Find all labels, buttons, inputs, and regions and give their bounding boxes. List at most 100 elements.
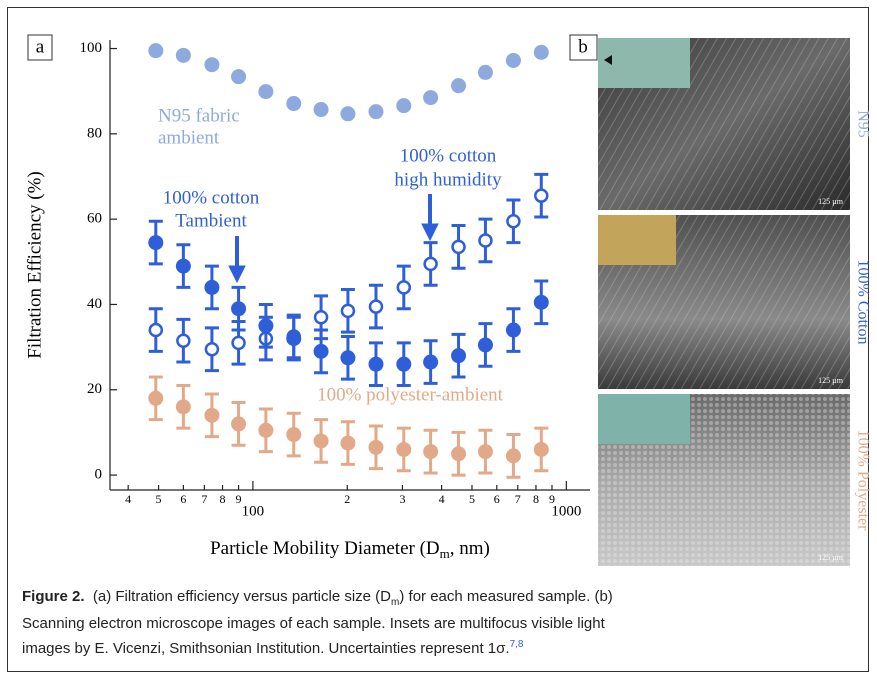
marker — [204, 341, 220, 357]
marker — [368, 104, 384, 120]
marker — [258, 318, 274, 334]
inset-photo — [598, 394, 690, 444]
marker — [313, 343, 329, 359]
marker — [204, 57, 220, 73]
marker — [286, 427, 302, 443]
marker — [231, 69, 247, 85]
marker — [258, 84, 274, 100]
series-label: 100% cotton — [400, 145, 497, 166]
scale-bar-label: 125 µm — [818, 553, 844, 562]
marker — [396, 98, 412, 114]
sem-image: 125 µm 100% Polyester — [598, 394, 871, 566]
image-label: N95 — [854, 110, 871, 138]
marker — [396, 441, 412, 457]
arrows — [228, 194, 439, 284]
x-tick-label: 2 — [344, 492, 350, 506]
figure-frame — [7, 7, 869, 672]
caption-text: Scanning electron microscope images of e… — [22, 615, 605, 632]
caption-subscript: m — [391, 597, 400, 608]
x-tick-label: 3 — [399, 492, 405, 506]
caption-text: images by E. Vicenzi, Smithsonian Instit… — [22, 640, 510, 657]
marker — [423, 256, 438, 272]
caption-text: (a) Filtration efficiency versus particl… — [92, 588, 392, 605]
marker — [423, 90, 439, 106]
marker — [368, 439, 384, 455]
marker — [148, 235, 164, 251]
marker — [340, 303, 356, 319]
caption-superscript: 7,8 — [509, 639, 524, 650]
marker — [231, 335, 246, 351]
series-label: 100% cotton — [163, 187, 260, 208]
y-tick-label: 20 — [87, 381, 102, 397]
inset-photo — [598, 38, 690, 88]
marker — [175, 47, 191, 63]
x-tick-label: 4 — [125, 492, 131, 506]
marker — [505, 448, 521, 464]
marker — [313, 310, 329, 325]
x-axis-label: Particle Mobility Diameter (Dm, nm) — [210, 538, 490, 561]
x-label-text: Particle Mobility Diameter (D — [210, 538, 440, 559]
marker — [231, 301, 247, 317]
x-tick-label: 6 — [494, 492, 500, 506]
x-tick-label: 9 — [549, 492, 555, 506]
sem-image: 125 µm N95 — [598, 38, 871, 210]
marker — [451, 78, 467, 94]
marker — [286, 331, 302, 347]
image-label: 100% Cotton — [854, 260, 871, 345]
x-tick-label: 7 — [515, 492, 521, 506]
marker — [423, 444, 439, 460]
marker — [533, 44, 549, 60]
marker — [477, 337, 493, 353]
marker — [533, 441, 549, 457]
arrow-head — [228, 265, 246, 284]
x-label-text: , nm) — [450, 538, 490, 559]
marker — [477, 444, 493, 460]
marker — [505, 322, 521, 338]
x-tick-label: 5 — [156, 492, 162, 506]
x-tick-label: 7 — [201, 492, 207, 506]
marker — [231, 416, 247, 432]
marker — [396, 356, 412, 372]
y-tick-label: 40 — [87, 296, 102, 312]
marker — [204, 407, 220, 423]
y-tick-label: 100 — [80, 40, 103, 56]
scale-bar-label: 125 µm — [818, 197, 844, 206]
y-tick-label: 0 — [95, 467, 103, 483]
x-tick-label: 100 — [242, 503, 265, 519]
caption-label: Figure 2. — [22, 588, 85, 605]
series-label: N95 fabric — [158, 105, 240, 126]
marker — [451, 446, 467, 462]
marker — [313, 433, 329, 449]
marker — [313, 102, 329, 118]
series-label: ambient — [158, 127, 220, 148]
x-tick-label: 8 — [220, 492, 226, 506]
marker — [368, 299, 384, 314]
arrow-head — [421, 223, 439, 242]
series-label: high humidity — [394, 169, 502, 190]
x-tick-label: 5 — [469, 492, 475, 506]
marker — [451, 239, 466, 255]
y-tick-label: 60 — [87, 211, 102, 227]
panel-label: a — [36, 36, 45, 57]
chart: a Filtration Efficiency (%) Particle Mob… — [24, 34, 871, 566]
series-label: 100% polyester-ambient — [317, 384, 504, 405]
marker — [148, 43, 164, 59]
caption: Figure 2. (a) Filtration efficiency vers… — [22, 586, 852, 659]
marker — [423, 354, 439, 370]
marker — [176, 333, 191, 348]
marker — [451, 348, 467, 364]
marker — [148, 322, 164, 338]
marker — [396, 280, 412, 295]
marker — [175, 399, 191, 415]
panel-label: b — [578, 36, 588, 57]
marker — [340, 350, 356, 366]
panel-label-box — [569, 34, 598, 61]
marker — [148, 390, 164, 406]
marker — [286, 96, 302, 112]
caption-text: ) for each measured sample. (b) — [399, 588, 613, 605]
x-tick-label: 6 — [180, 492, 186, 506]
y-axis-label: Filtration Efficiency (%) — [24, 171, 45, 358]
marker — [340, 106, 356, 122]
x-tick-label: 4 — [439, 492, 445, 506]
panel-label-box — [27, 34, 53, 61]
